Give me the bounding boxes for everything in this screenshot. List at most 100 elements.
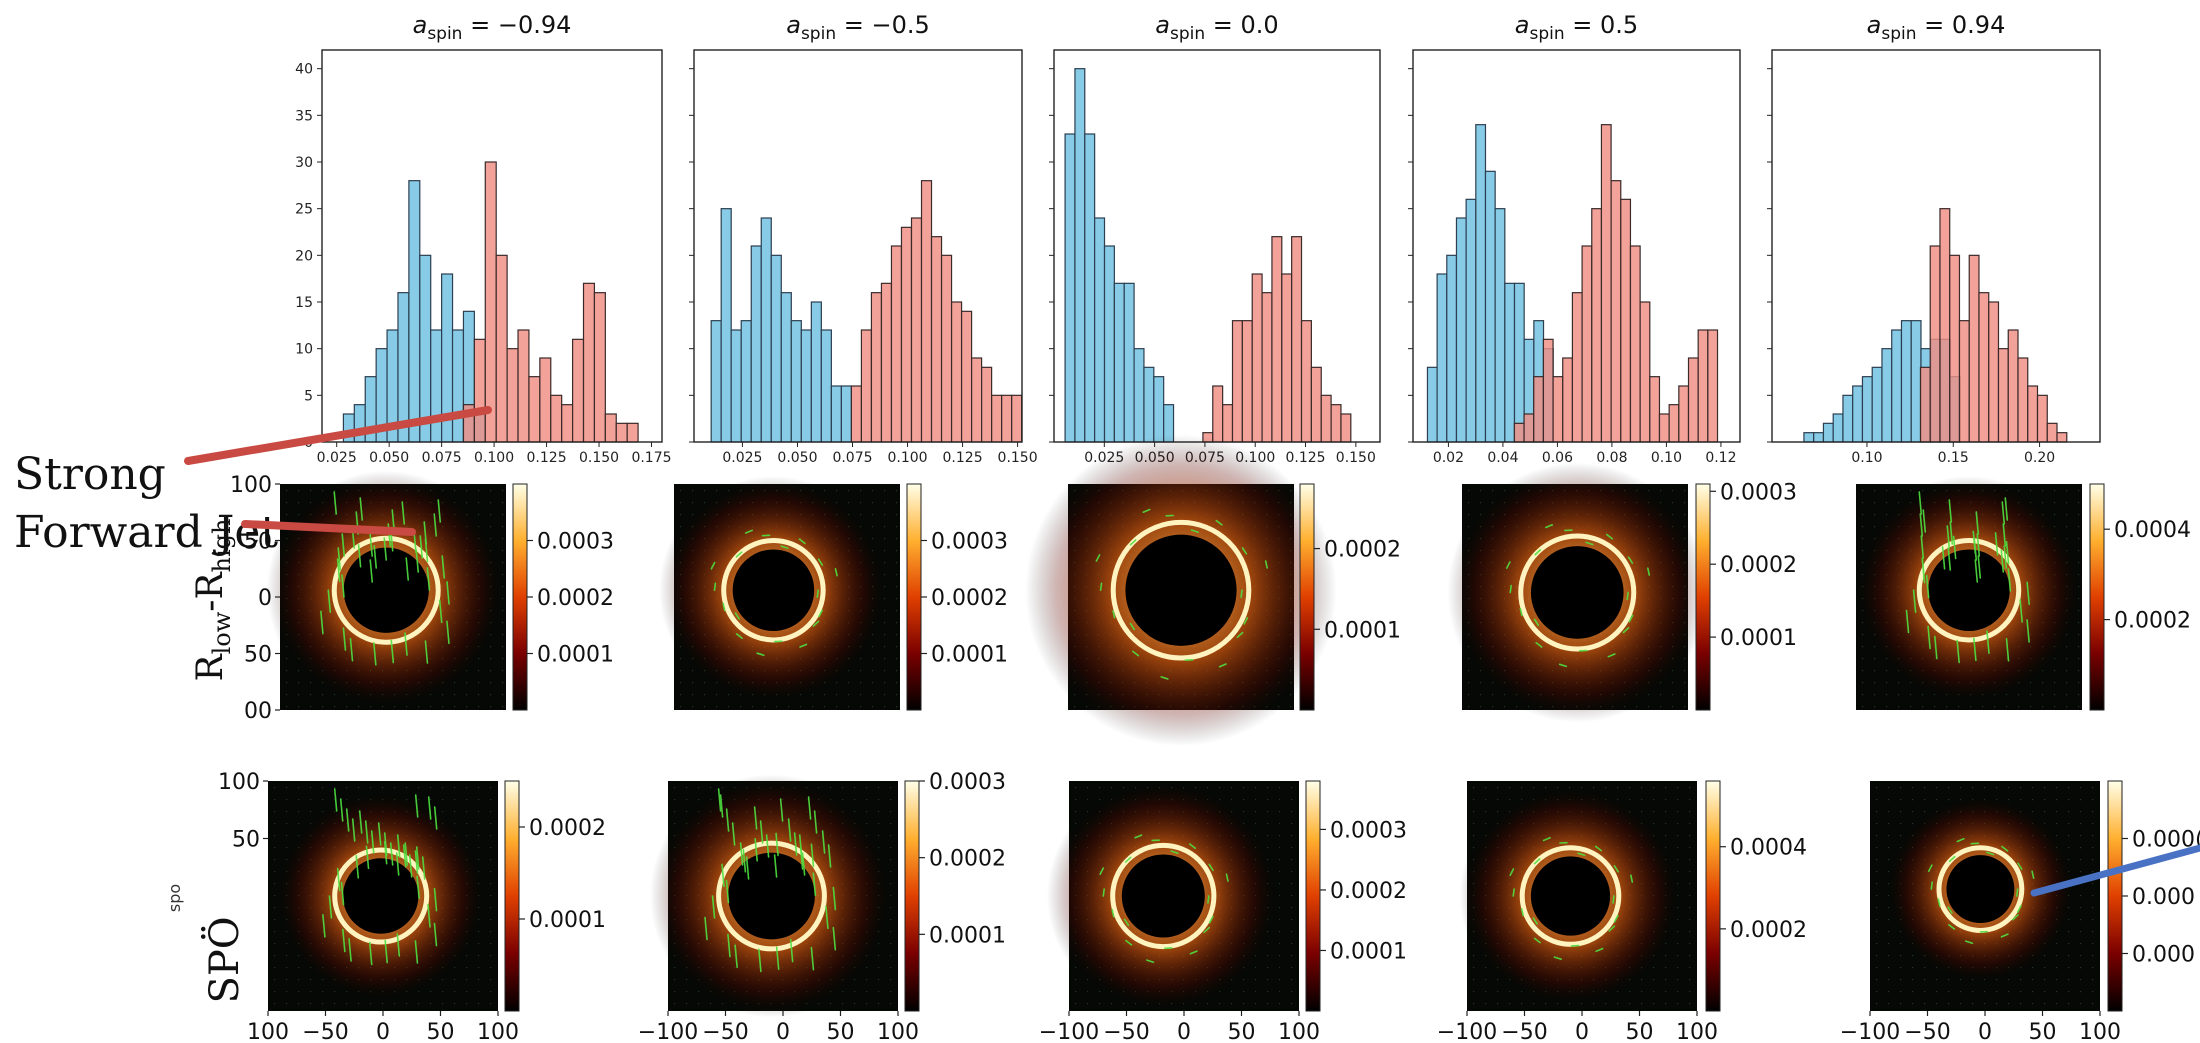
vector	[1533, 858, 1541, 865]
vector-dot	[878, 1003, 880, 1005]
vector	[1626, 591, 1629, 601]
vector-dot	[1912, 991, 1914, 993]
vector-dot	[1689, 823, 1691, 825]
vector-dot	[2080, 979, 2082, 981]
vector-dot	[1898, 694, 1900, 696]
vector-dot	[1888, 787, 1890, 789]
vector-dot	[1946, 706, 1948, 708]
vector-dot	[1111, 787, 1113, 789]
colorbar-label: 0.0003	[1330, 818, 1407, 843]
vector-dot	[1876, 871, 1878, 873]
colorbar-label: 0.0002	[1324, 538, 1401, 563]
vector	[1646, 567, 1651, 576]
vector	[1129, 622, 1136, 631]
shadow	[1928, 549, 2010, 631]
blue-series-bar	[397, 292, 410, 443]
vector	[364, 820, 369, 844]
vector-dot	[1255, 799, 1257, 801]
blue-series-bar	[1064, 133, 1076, 443]
vector-dot	[1255, 1003, 1257, 1005]
vector	[427, 904, 431, 928]
vector-dot	[490, 991, 492, 993]
title-symbol: a	[786, 11, 801, 39]
vector-dot	[274, 967, 276, 969]
vector-dot	[2080, 835, 2082, 837]
vector-dot	[1689, 799, 1691, 801]
blue-series-bar	[840, 385, 852, 443]
vector-dot	[872, 526, 874, 528]
vector-dot	[490, 811, 492, 813]
blue-series-bar	[780, 292, 792, 443]
vector-dot	[322, 706, 324, 708]
vector-dot	[1900, 955, 1902, 957]
vector	[775, 832, 779, 857]
vector	[1240, 589, 1243, 598]
histogram-title-3: aspin = 0.0	[1155, 11, 1278, 44]
vector-dot	[2068, 811, 2070, 813]
xtick-label: 0.12	[1705, 450, 1736, 466]
histogram-frame	[1771, 49, 2101, 443]
vector-dot	[1629, 787, 1631, 789]
vector-dot	[1862, 514, 1864, 516]
colorbar	[2089, 483, 2105, 711]
vector-dot	[2080, 931, 2082, 933]
vector-dot	[1874, 502, 1876, 504]
vector-dot	[1912, 979, 1914, 981]
vector-dot	[490, 847, 492, 849]
vector-dot	[1267, 1003, 1269, 1005]
vector-dot	[502, 706, 504, 708]
vector-dot	[430, 991, 432, 993]
vector-dot	[298, 967, 300, 969]
xtick-label: 0.150	[579, 450, 619, 466]
vector	[810, 843, 815, 868]
vector-dot	[274, 835, 276, 837]
vector	[333, 788, 338, 812]
vector-dot	[1087, 1003, 1089, 1005]
vector-dot	[686, 1003, 688, 1005]
vector-dot	[1684, 670, 1686, 672]
vector-dot	[1936, 991, 1938, 993]
vector-dot	[1689, 943, 1691, 945]
vector-dot	[1972, 991, 1974, 993]
vector-dot	[1924, 787, 1926, 789]
vector	[345, 808, 350, 832]
vector-dot	[2080, 943, 2082, 945]
vector	[408, 854, 413, 878]
vector-dot	[2056, 955, 2058, 957]
vector-dot	[896, 670, 898, 672]
vector-dot	[1862, 670, 1864, 672]
red-series-bar	[890, 245, 903, 443]
vector	[369, 559, 374, 583]
vector-dot	[1888, 811, 1890, 813]
vector-dot	[1886, 706, 1888, 708]
blue-series-bar	[790, 320, 802, 443]
xtick-label: 0.025	[722, 450, 762, 466]
vector	[333, 491, 338, 515]
red-series-bar	[593, 292, 606, 443]
vector-dot	[286, 490, 288, 492]
vector-dot	[1099, 787, 1101, 789]
ytick-label: 35	[295, 108, 313, 124]
vector-dot	[1087, 799, 1089, 801]
xtick-label: 0.150	[998, 450, 1038, 466]
vector-dot	[1279, 883, 1281, 885]
photon-ring	[1110, 519, 1252, 661]
red-series-bar	[2017, 357, 2029, 443]
red-series-bar	[1001, 394, 1013, 443]
vector-dot	[704, 490, 706, 492]
vector	[404, 842, 409, 866]
red-series-bar	[870, 292, 883, 443]
vector-dot	[896, 550, 898, 552]
vector-dot	[274, 883, 276, 885]
vector	[1532, 917, 1539, 925]
vector-dot	[884, 490, 886, 492]
vector-dot	[890, 943, 892, 945]
vector-dot	[2008, 991, 2010, 993]
vector-dot	[1291, 871, 1293, 873]
vector	[433, 887, 438, 912]
vector-dot	[1912, 799, 1914, 801]
xtick-label: 0.20	[2024, 450, 2055, 466]
vector-dot	[1900, 811, 1902, 813]
vector-dot	[2078, 514, 2080, 516]
vector-dot	[1468, 694, 1470, 696]
